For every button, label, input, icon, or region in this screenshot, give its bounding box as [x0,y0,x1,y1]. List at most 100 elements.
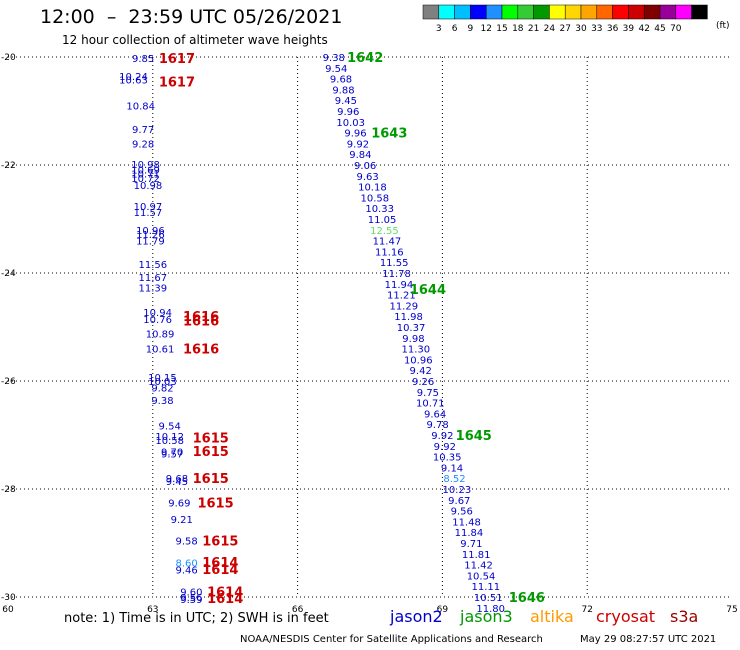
wave-height-point: 10.37 [397,323,426,334]
wave-height-point: 11.80 [476,604,505,615]
footer-timestamp: May 29 08:27:57 UTC 2021 [580,634,717,645]
wave-height-point: 9.06 [354,161,376,172]
legend-tick-label: 21 [528,24,539,34]
wave-height-point: 11.84 [455,528,484,539]
y-tick-label: -24 [1,269,16,279]
page-title: 12:00 – 23:59 UTC 05/26/2021 [40,6,343,28]
wave-height-point: 11.21 [387,291,416,302]
wave-height-point: 11.29 [389,301,418,312]
pass-number-label: 1643 [371,127,407,142]
wave-height-point: 10.03 [336,118,365,129]
pass-number-label: 1616 [183,310,219,325]
wave-height-point: 9.84 [349,150,371,161]
wave-height-point: 11.11 [472,582,501,593]
page-subtitle: 12 hour collection of altimeter wave hei… [62,33,328,47]
legend-tick-label: 15 [496,24,507,34]
wave-height-point: 10.12 [155,432,184,443]
legend-tick-label: 39 [623,24,635,34]
sat-cryosat-label: cryosat [596,607,656,626]
legend-swatch [691,4,708,20]
sat-s3a-label: s3a [670,607,699,626]
pass-number-label: 1615 [197,497,233,512]
y-tick-label: -30 [1,593,16,603]
legend-tick-label: 6 [452,24,458,34]
wave-height-point: 10.51 [474,593,503,604]
legend-unit: (ft) [716,21,730,31]
wave-height-point: 10.94 [143,308,172,319]
legend-tick-label: 12 [480,24,491,34]
wave-height-point: 10.72 [131,174,160,185]
wave-height-point: 11.05 [368,215,397,226]
wave-height-point: 10.71 [416,399,445,410]
pass-number-label: 1646 [509,591,545,606]
wave-height-point: 9.69 [168,499,190,510]
pass-number-label: 1614 [207,586,243,601]
footer-credit: NOAA/NESDIS Center for Satellite Applica… [240,634,543,645]
pass-number-label: 1644 [410,283,446,298]
legend-tick-label: 27 [559,24,570,34]
wave-height-point: 9.56 [451,507,473,518]
legend-tick-label: 36 [607,24,619,34]
wave-height-point: 11.30 [402,345,431,356]
wave-height-point: 10.54 [467,571,496,582]
wave-height-point: 9.54 [159,421,181,432]
wave-height-point: 10.96 [136,226,165,237]
wave-height-point: 9.77 [132,125,154,136]
wave-height-point: 9.46 [175,565,197,576]
wave-height-point: 11.78 [382,269,411,280]
wave-height-point: 9.38 [151,396,173,407]
wave-height-point: 9.26 [412,377,434,388]
wave-height-point: 10.98 [134,181,163,192]
pass-number-label: 1616 [183,315,219,330]
legend-tick-label: 9 [468,24,474,34]
legend-tick-label: 42 [638,24,649,34]
wave-height-point: 9.82 [151,383,173,394]
pass-number-label: 1616 [183,343,219,358]
wave-height-point: 9.64 [424,409,446,420]
wave-height-point: 11.94 [385,280,414,291]
wave-height-point: 11.42 [464,561,493,572]
wave-height-point: 11.26 [136,230,165,241]
wave-height-point: 9.92 [434,442,456,453]
wave-height-point: 9.57 [161,449,183,460]
wave-height-point: 10.63 [119,76,148,87]
wave-height-point: 9.21 [171,515,193,526]
pass-number-label: 1615 [202,534,238,549]
x-tick-label: 75 [726,605,737,615]
wave-height-point: 10.03 [148,377,177,388]
wave-height-point: 8.60 [175,558,197,569]
pass-number-label: 1615 [193,472,229,487]
wave-height-point: 9.67 [448,496,470,507]
wave-height-point: 9.63 [356,172,378,183]
wave-height-point: 10.89 [146,329,175,340]
wave-height-point: 10.23 [443,485,472,496]
wave-height-point: 9.56 [180,593,202,604]
wave-height-point: 9.98 [402,334,424,345]
wave-height-point: 9.28 [132,139,154,150]
wave-height-point: 9.68 [330,75,352,86]
wave-height-point: 10.71 [131,170,160,181]
legend-tick-label: 33 [591,24,602,34]
wave-height-point: 9.92 [431,431,453,442]
sat-altika-label: altika [530,607,574,626]
wave-height-point: 11.47 [373,237,402,248]
wave-height-point: 10.96 [404,355,433,366]
pass-number-label: 1614 [202,556,238,571]
wave-height-point: 9.70 [161,448,183,459]
wave-height-point: 9.96 [344,129,366,140]
wave-height-point: 9.42 [410,366,432,377]
legend-tick-label: 45 [654,24,665,34]
legend-tick-label: 70 [670,24,682,34]
pass-number-label: 1642 [347,51,383,66]
wave-height-point: 11.57 [134,208,163,219]
x-tick-label: 69 [437,605,449,615]
pass-number-label: 1645 [456,429,492,444]
wave-height-point: 9.75 [417,388,439,399]
wave-height-point: 9.14 [441,463,463,474]
wave-height-point: 10.97 [134,202,163,213]
footer-note: note: 1) Time is in UTC; 2) SWH is in fe… [64,611,329,626]
wave-height-point: 10.61 [146,345,175,356]
y-tick-label: -28 [1,485,16,495]
